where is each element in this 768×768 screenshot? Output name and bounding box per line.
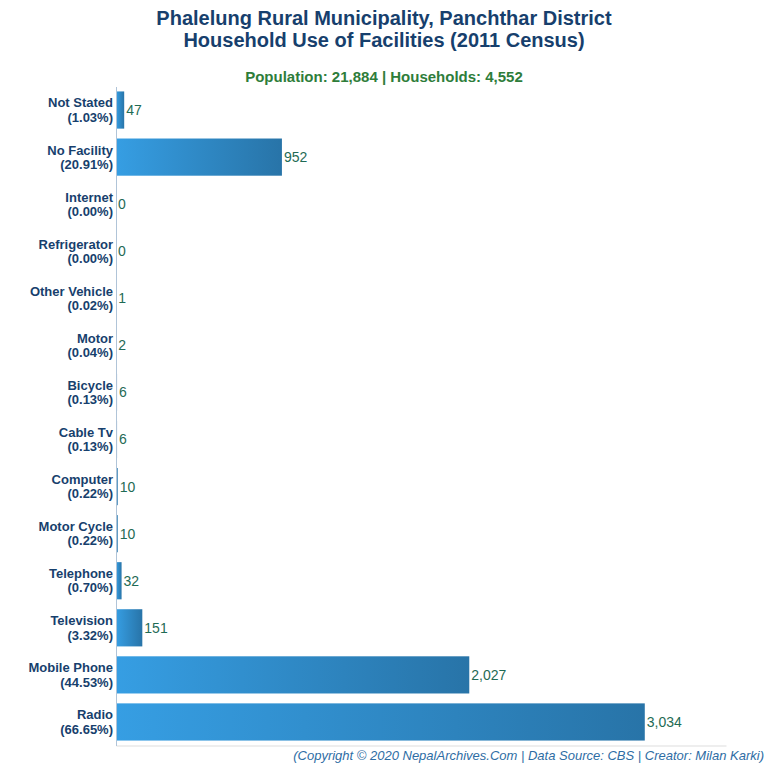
y-tick-label-line: No Facility bbox=[47, 143, 114, 158]
y-tick-label-line: (0.13%) bbox=[67, 392, 113, 407]
plot: Not Stated(1.03%) No Facility(20.91%) Inte… bbox=[29, 87, 727, 746]
bar bbox=[116, 703, 645, 740]
y-tick: Bicycle(0.13%) bbox=[67, 378, 113, 407]
y-axis: Not Stated(1.03%) No Facility(20.91%) Inte… bbox=[29, 87, 117, 746]
y-tick-label: Telephone(0.70%) bbox=[49, 566, 113, 595]
y-tick-label-line: Other Vehicle bbox=[30, 284, 113, 299]
y-tick-label: Not Stated(1.03%) bbox=[48, 95, 113, 124]
y-tick-label: No Facility(20.91%) bbox=[47, 143, 114, 172]
data-label: 2,027 bbox=[471, 667, 506, 683]
y-tick-label: Motor(0.04%) bbox=[67, 331, 113, 360]
y-tick-label-line: (20.91%) bbox=[60, 157, 113, 172]
y-tick-label: Cable Tv(0.13%) bbox=[59, 425, 114, 454]
y-tick-label: Motor Cycle(0.22%) bbox=[39, 519, 113, 548]
y-tick: Television(3.32%) bbox=[50, 613, 113, 642]
y-tick: Radio(66.65%) bbox=[60, 707, 113, 736]
y-tick: Not Stated(1.03%) bbox=[48, 95, 113, 124]
bar bbox=[116, 91, 124, 128]
title-line: Household Use of Facilities (2011 Census… bbox=[183, 29, 584, 51]
y-tick-label-line: Bicycle bbox=[67, 378, 113, 393]
data-label: 6 bbox=[119, 431, 127, 447]
y-tick-label-line: Refrigerator bbox=[39, 237, 113, 252]
y-axis-line bbox=[116, 87, 117, 746]
y-tick-label-line: (0.70%) bbox=[67, 580, 113, 595]
bar bbox=[116, 656, 469, 693]
y-tick-label: Television(3.32%) bbox=[50, 613, 113, 642]
y-tick: Mobile Phone(44.53%) bbox=[29, 660, 114, 689]
y-tick: Motor Cycle(0.22%) bbox=[39, 519, 113, 548]
y-tick-label-line: (0.02%) bbox=[67, 298, 113, 313]
y-tick-label: Bicycle(0.13%) bbox=[67, 378, 113, 407]
bar bbox=[116, 609, 142, 646]
y-tick-label-line: Computer bbox=[52, 472, 113, 487]
x-axis-line bbox=[117, 746, 727, 747]
y-tick-label-line: Internet bbox=[65, 190, 113, 205]
data-label: 32 bbox=[124, 573, 140, 589]
data-label: 47 bbox=[126, 102, 142, 118]
y-tick-label-line: Telephone bbox=[49, 566, 113, 581]
y-tick-label: Computer(0.22%) bbox=[52, 472, 113, 501]
y-tick-label-line: (0.22%) bbox=[67, 486, 113, 501]
y-tick: Cable Tv(0.13%) bbox=[59, 425, 114, 454]
y-tick-label: Refrigerator(0.00%) bbox=[39, 237, 113, 266]
y-tick-label-line: (0.00%) bbox=[67, 251, 113, 266]
y-tick-label-line: (66.65%) bbox=[60, 722, 113, 737]
y-tick-label-line: Not Stated bbox=[48, 95, 113, 110]
title: Phalelung Rural Municipality, Panchthar … bbox=[156, 7, 612, 51]
y-tick: Motor(0.04%) bbox=[67, 331, 113, 360]
y-tick-label: Radio(66.65%) bbox=[60, 707, 113, 736]
y-tick-label: Mobile Phone(44.53%) bbox=[29, 660, 114, 689]
data-label: 3,034 bbox=[647, 714, 682, 730]
data-label: 151 bbox=[144, 620, 168, 636]
data-label: 10 bbox=[120, 526, 136, 542]
y-tick-label-line: (0.13%) bbox=[67, 439, 113, 454]
y-tick-label-line: (1.03%) bbox=[67, 110, 113, 125]
bars bbox=[116, 91, 645, 740]
y-tick-label: Other Vehicle(0.02%) bbox=[30, 284, 113, 313]
y-tick-label-line: (44.53%) bbox=[60, 675, 113, 690]
bar bbox=[116, 139, 282, 176]
data-label: 10 bbox=[120, 479, 136, 495]
y-tick-label-line: Mobile Phone bbox=[29, 660, 114, 675]
y-tick: Telephone(0.70%) bbox=[49, 566, 113, 595]
y-tick-label-line: (0.04%) bbox=[67, 345, 113, 360]
y-tick-label-line: Television bbox=[50, 613, 113, 628]
title-line: Phalelung Rural Municipality, Panchthar … bbox=[156, 7, 612, 29]
data-label: 1 bbox=[118, 290, 126, 306]
y-tick-label-line: (0.00%) bbox=[67, 204, 113, 219]
y-tick-label-line: (3.32%) bbox=[67, 628, 113, 643]
data-label: 0 bbox=[118, 196, 126, 212]
data-label: 0 bbox=[118, 243, 126, 259]
y-tick-label-line: Motor Cycle bbox=[39, 519, 113, 534]
y-tick-label: Internet(0.00%) bbox=[65, 190, 113, 219]
data-labels: 47 952 0 0 1 2 6 6 10 10 32 151 2,027 3,034 bbox=[118, 102, 682, 730]
y-tick: Computer(0.22%) bbox=[52, 472, 113, 501]
y-tick: Other Vehicle(0.02%) bbox=[30, 284, 113, 313]
subtitle: Population: 21,884 | Households: 4,552 bbox=[245, 68, 523, 85]
caption: (Copyright © 2020 NepalArchives.Com | Da… bbox=[293, 748, 764, 763]
chart: Phalelung Rural Municipality, Panchthar … bbox=[0, 0, 768, 768]
y-tick-label-line: (0.22%) bbox=[67, 533, 113, 548]
y-tick: No Facility(20.91%) bbox=[47, 143, 114, 172]
y-tick: Internet(0.00%) bbox=[65, 190, 113, 219]
y-tick-label-line: Radio bbox=[77, 707, 113, 722]
data-label: 6 bbox=[119, 384, 127, 400]
y-tick-label-line: Motor bbox=[77, 331, 113, 346]
y-tick-label-line: Cable Tv bbox=[59, 425, 114, 440]
data-label: 952 bbox=[284, 149, 308, 165]
x-axis bbox=[117, 746, 727, 747]
y-tick: Refrigerator(0.00%) bbox=[39, 237, 113, 266]
data-label: 2 bbox=[118, 337, 126, 353]
